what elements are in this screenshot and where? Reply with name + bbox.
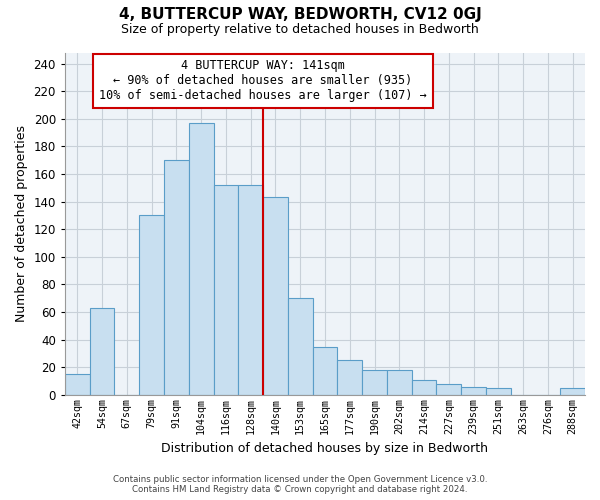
Bar — [263, 198, 288, 395]
Bar — [288, 298, 313, 395]
Bar — [436, 384, 461, 395]
Text: Contains HM Land Registry data © Crown copyright and database right 2024.: Contains HM Land Registry data © Crown c… — [132, 485, 468, 494]
Bar — [65, 374, 90, 395]
Text: 4 BUTTERCUP WAY: 141sqm
← 90% of detached houses are smaller (935)
10% of semi-d: 4 BUTTERCUP WAY: 141sqm ← 90% of detache… — [99, 60, 427, 102]
Bar — [461, 386, 486, 395]
Bar — [387, 370, 412, 395]
Bar — [238, 185, 263, 395]
Bar — [90, 308, 115, 395]
Bar — [560, 388, 585, 395]
Bar — [139, 216, 164, 395]
Bar — [214, 185, 238, 395]
X-axis label: Distribution of detached houses by size in Bedworth: Distribution of detached houses by size … — [161, 442, 488, 455]
Text: Contains public sector information licensed under the Open Government Licence v3: Contains public sector information licen… — [113, 474, 487, 484]
Bar — [337, 360, 362, 395]
Bar — [189, 123, 214, 395]
Bar — [362, 370, 387, 395]
Bar — [164, 160, 189, 395]
Bar — [412, 380, 436, 395]
Text: Size of property relative to detached houses in Bedworth: Size of property relative to detached ho… — [121, 22, 479, 36]
Bar — [313, 346, 337, 395]
Y-axis label: Number of detached properties: Number of detached properties — [15, 125, 28, 322]
Bar — [486, 388, 511, 395]
Text: 4, BUTTERCUP WAY, BEDWORTH, CV12 0GJ: 4, BUTTERCUP WAY, BEDWORTH, CV12 0GJ — [119, 8, 481, 22]
